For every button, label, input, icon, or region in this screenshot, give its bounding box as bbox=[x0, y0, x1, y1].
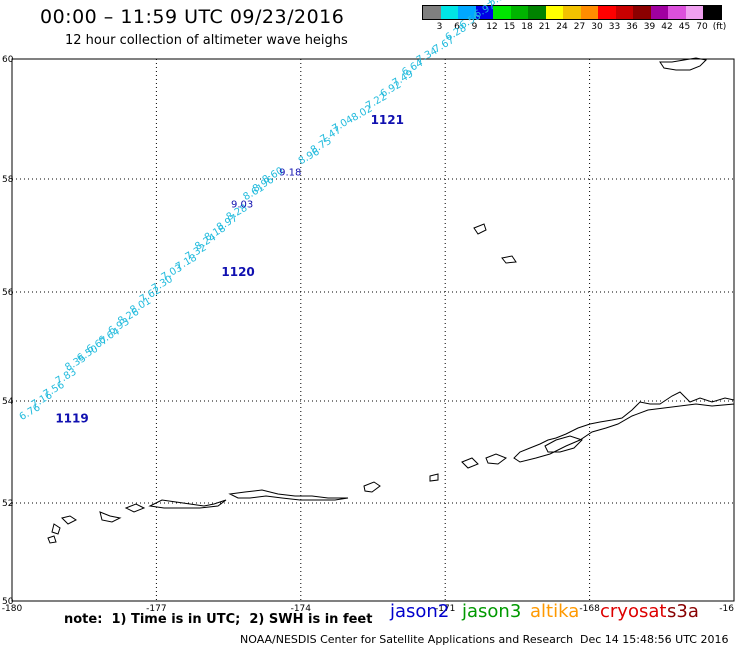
bristol-bay-coast bbox=[659, 57, 708, 71]
longitude-label: -177 bbox=[146, 604, 166, 614]
color-scale-label: 18 bbox=[521, 22, 533, 32]
longitude-label: -171 bbox=[435, 604, 455, 614]
latitude-label: 52 bbox=[2, 499, 13, 509]
color-swatch bbox=[423, 6, 441, 19]
color-scale-label: 30 bbox=[591, 22, 603, 32]
color-scale-label: 9 bbox=[471, 22, 478, 32]
attu-island bbox=[51, 523, 61, 535]
color-swatch bbox=[528, 6, 546, 19]
color-swatch bbox=[668, 6, 686, 19]
color-scale-label: 33 bbox=[608, 22, 621, 32]
latitude-label: 50 bbox=[2, 597, 14, 607]
color-scale-label: 70 bbox=[696, 22, 708, 32]
color-scale-label: 42 bbox=[661, 22, 673, 32]
wave-height-color-scale: 3 6 9 12 15 18 21 24 27 30 33 36 39 42 45 70 (ft) bbox=[422, 5, 727, 34]
color-scale-label: (ft) bbox=[712, 22, 727, 32]
satellite-legend-s3a: s3a bbox=[667, 601, 699, 622]
swh-track-labels: 6.767.167.567.838.356.506.676.646.938.26… bbox=[18, 0, 512, 423]
color-swatch bbox=[598, 6, 616, 19]
color-swatch bbox=[685, 6, 703, 19]
swh-value-label: 9.18 bbox=[279, 167, 301, 178]
credit-text: NOAA/NESDIS Center for Satellite Applica… bbox=[240, 633, 574, 646]
color-swatch bbox=[493, 6, 511, 19]
footer-note: note: 1) Time is in UTC; 2) SWH is in fe… bbox=[64, 612, 373, 627]
color-scale-label: 39 bbox=[643, 22, 656, 32]
fox-island-3 bbox=[429, 473, 439, 482]
chart-subtitle: 12 hour collection of altimeter wave hei… bbox=[65, 33, 348, 48]
pass-id-label: 1120 bbox=[221, 265, 254, 279]
color-scale-label: 12 bbox=[486, 22, 498, 32]
kiska-island bbox=[124, 503, 146, 513]
color-scale-label: 27 bbox=[573, 22, 586, 32]
swh-value-label: 5.81 bbox=[487, 0, 512, 9]
near-islands-3 bbox=[47, 535, 57, 544]
longitude-label: -168 bbox=[579, 604, 600, 614]
latitude-label: 54 bbox=[2, 397, 14, 407]
color-scale-label: 36 bbox=[626, 22, 638, 32]
color-scale-label: 24 bbox=[556, 22, 568, 32]
pass-id-label: 1121 bbox=[371, 113, 404, 127]
color-swatch bbox=[475, 6, 493, 19]
color-scale-label: 3 bbox=[436, 22, 443, 32]
near-islands-2 bbox=[61, 515, 77, 525]
color-swatch bbox=[545, 6, 563, 19]
color-swatch bbox=[510, 6, 528, 19]
map-frame bbox=[11, 58, 735, 602]
andreanof-islands bbox=[228, 489, 349, 501]
latitude-label: 60 bbox=[2, 55, 14, 65]
color-swatch bbox=[633, 6, 651, 19]
axis-tick-labels: -180 -177 -174 -171 -168 -16 60 58 56 54 52 50 bbox=[2, 55, 734, 614]
color-swatch bbox=[650, 6, 668, 19]
map-gridlines bbox=[12, 59, 734, 601]
swh-value-label: 9.03 bbox=[231, 199, 253, 210]
color-swatch bbox=[703, 6, 721, 19]
color-scale-label: 15 bbox=[503, 22, 516, 32]
satellite-legend-jason3: jason3 bbox=[462, 601, 522, 622]
color-scale-label: 6 bbox=[454, 22, 460, 32]
near-islands-1 bbox=[99, 511, 122, 523]
color-swatch bbox=[615, 6, 633, 19]
pribilof-st-george bbox=[501, 255, 517, 264]
color-scale-label: 21 bbox=[538, 22, 551, 32]
pass-id-labels: 1119112011211122 bbox=[55, 113, 404, 426]
latitude-label: 56 bbox=[2, 288, 14, 298]
longitude-label: -174 bbox=[291, 604, 312, 614]
chart-title: 00:00 – 11:59 UTC 09/23/2016 bbox=[40, 6, 345, 28]
pribilof-st-paul bbox=[473, 223, 487, 235]
fox-island-1 bbox=[485, 453, 508, 465]
generation-timestamp: Dec 14 15:48:56 UTC 2016 bbox=[580, 633, 729, 646]
longitude-label: -16 bbox=[719, 604, 734, 614]
color-scale-label: 45 bbox=[678, 22, 691, 32]
alaska-peninsula-coast bbox=[513, 391, 735, 463]
satellite-legend-cryosat: cryosat bbox=[600, 601, 667, 622]
latitude-label: 58 bbox=[2, 175, 14, 185]
satellite-legend-jason2: jason2 bbox=[390, 601, 450, 622]
color-scale-swatches bbox=[422, 5, 722, 20]
fox-island-2 bbox=[461, 457, 479, 469]
unimak-island bbox=[544, 435, 583, 453]
islands-of-four-mountains bbox=[363, 481, 381, 493]
color-swatch bbox=[580, 6, 598, 19]
color-scale-labels: 3 6 9 12 15 18 21 24 27 30 33 36 39 42 45 70 (ft) bbox=[422, 20, 727, 34]
pass-id-label: 1119 bbox=[55, 411, 88, 425]
color-swatch bbox=[458, 6, 476, 19]
color-swatch bbox=[440, 6, 458, 19]
coastline-group bbox=[47, 57, 735, 544]
rat-islands bbox=[148, 499, 227, 509]
longitude-label: -180 bbox=[2, 604, 23, 614]
satellite-legend-altika: altika bbox=[530, 601, 580, 622]
color-swatch bbox=[563, 6, 581, 19]
